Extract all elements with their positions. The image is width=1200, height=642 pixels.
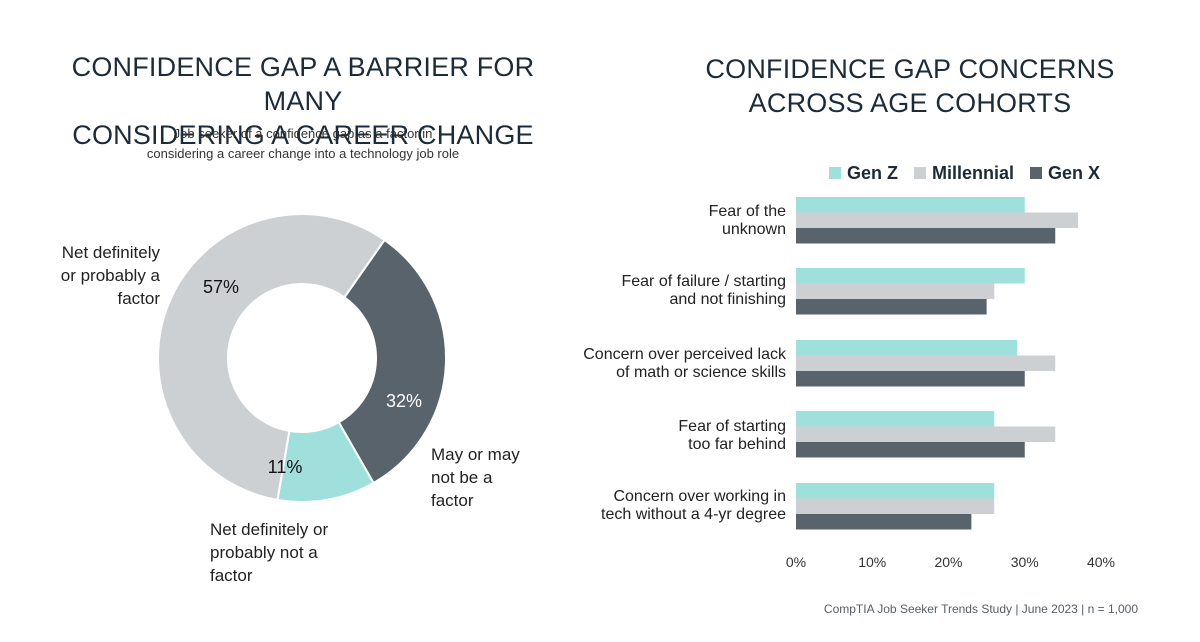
bar-title-line-1: CONFIDENCE GAP CONCERNS: [705, 54, 1115, 84]
category-label-line: unknown: [721, 221, 786, 238]
slice-label-factor-line: factor: [117, 289, 160, 308]
legend-item-gen-x: Gen X: [1029, 162, 1100, 184]
category-label-line: Concern over perceived lack: [583, 346, 786, 363]
slice-label-factor: Net definitely or probably a factor: [40, 241, 160, 310]
slice-label-not-factor-line: probably not a: [210, 543, 318, 562]
donut-chart-subtitle: Job seeker of a confidence gap as a fact…: [100, 124, 506, 164]
donut-slice-not-factor: [276, 420, 375, 503]
category-label-line: Fear of starting: [678, 418, 786, 435]
category-label-line: Concern over working in: [613, 488, 786, 505]
slice-label-maybe: May or may not be a factor: [431, 443, 541, 512]
donut-subtitle-line-2: considering a career change into a techn…: [146, 146, 460, 161]
slice-label-factor-line: Net definitely: [61, 243, 160, 262]
chart-legend: Gen Z Millennial Gen X: [800, 160, 1100, 186]
bar-gen-x: [796, 371, 1025, 387]
x-tick-label: 0%: [786, 554, 806, 570]
bar-millennial: [796, 283, 995, 299]
donut-title-line-1: CONFIDENCE GAP A BARRIER FOR MANY: [71, 52, 535, 116]
bar-gen-x: [796, 228, 1056, 244]
category-label-unknown: Fear of the unknown: [540, 203, 786, 239]
slice-label-maybe-line: May or may: [431, 445, 520, 464]
bar-gen-z: [796, 268, 1025, 284]
category-label-line: Fear of failure / starting: [621, 273, 786, 290]
slice-label-not-factor-line: factor: [210, 566, 253, 585]
bar-gen-z: [796, 483, 995, 499]
slice-label-maybe-line: not be a: [431, 468, 493, 487]
bar-millennial: [796, 355, 1056, 371]
bar-millennial: [796, 498, 995, 514]
donut-subtitle-line-1: Job seeker of a confidence gap as a fact…: [173, 126, 433, 141]
donut-percent-label-not-factor: 11%: [268, 457, 303, 477]
bar-millennial: [796, 426, 1056, 442]
category-label-no-degree: Concern over working in tech without a 4…: [540, 488, 786, 524]
legend-item-millennial: Millennial: [913, 162, 1014, 184]
donut-slice-factor: [157, 213, 386, 502]
donut-slice-maybe: [337, 238, 447, 485]
x-tick-label: 20%: [934, 554, 962, 570]
bar-gen-z: [796, 340, 1018, 356]
slice-label-maybe-line: factor: [431, 491, 474, 510]
category-label-too-far-behind: Fear of starting too far behind: [540, 418, 786, 454]
bar-title-line-2: ACROSS AGE COHORTS: [748, 88, 1072, 118]
slice-label-not-factor: Net definitely or probably not a factor: [210, 518, 360, 587]
category-label-line: tech without a 4-yr degree: [601, 506, 786, 523]
x-tick-label: 40%: [1087, 554, 1115, 570]
category-label-line: of math or science skills: [616, 364, 786, 381]
bar-gen-z: [796, 197, 1025, 213]
donut-title-line-2: CONSIDERING A CAREER CHANGE: [72, 120, 534, 150]
legend-swatch-millennial: [913, 167, 926, 179]
legend-swatch-gen-x: [1029, 167, 1042, 179]
source-note: CompTIA Job Seeker Trends Study | June 2…: [823, 602, 1138, 616]
bar-gen-z: [796, 411, 995, 427]
donut-percent-label-maybe: 32%: [386, 391, 422, 411]
bar-gen-x: [796, 299, 987, 315]
slice-label-not-factor-line: Net definitely or: [210, 520, 329, 539]
bar-gen-x: [796, 514, 972, 530]
legend-label-gen-z: Gen Z: [846, 162, 898, 183]
legend-label-millennial: Millennial: [931, 162, 1014, 183]
category-label-line: too far behind: [688, 436, 786, 453]
donut-chart-title: CONFIDENCE GAP A BARRIER FOR MANY CONSID…: [30, 50, 576, 152]
x-tick-label: 10%: [858, 554, 886, 570]
x-tick-label: 30%: [1011, 554, 1039, 570]
category-label-line: Fear of the: [708, 203, 786, 220]
bar-millennial: [796, 212, 1079, 228]
legend-swatch-gen-z: [828, 167, 841, 179]
bar-gen-x: [796, 442, 1025, 458]
legend-item-gen-z: Gen Z: [828, 162, 898, 184]
category-label-math-science: Concern over perceived lack of math or s…: [540, 346, 786, 382]
slice-label-factor-line: or probably a: [60, 266, 160, 285]
legend-label-gen-x: Gen X: [1047, 162, 1100, 183]
category-label-line: and not finishing: [669, 291, 786, 308]
donut-percent-label-factor: 57%: [203, 277, 239, 297]
category-label-failure: Fear of failure / starting and not finis…: [540, 273, 786, 309]
bar-chart-title: CONFIDENCE GAP CONCERNS ACROSS AGE COHOR…: [660, 52, 1160, 120]
